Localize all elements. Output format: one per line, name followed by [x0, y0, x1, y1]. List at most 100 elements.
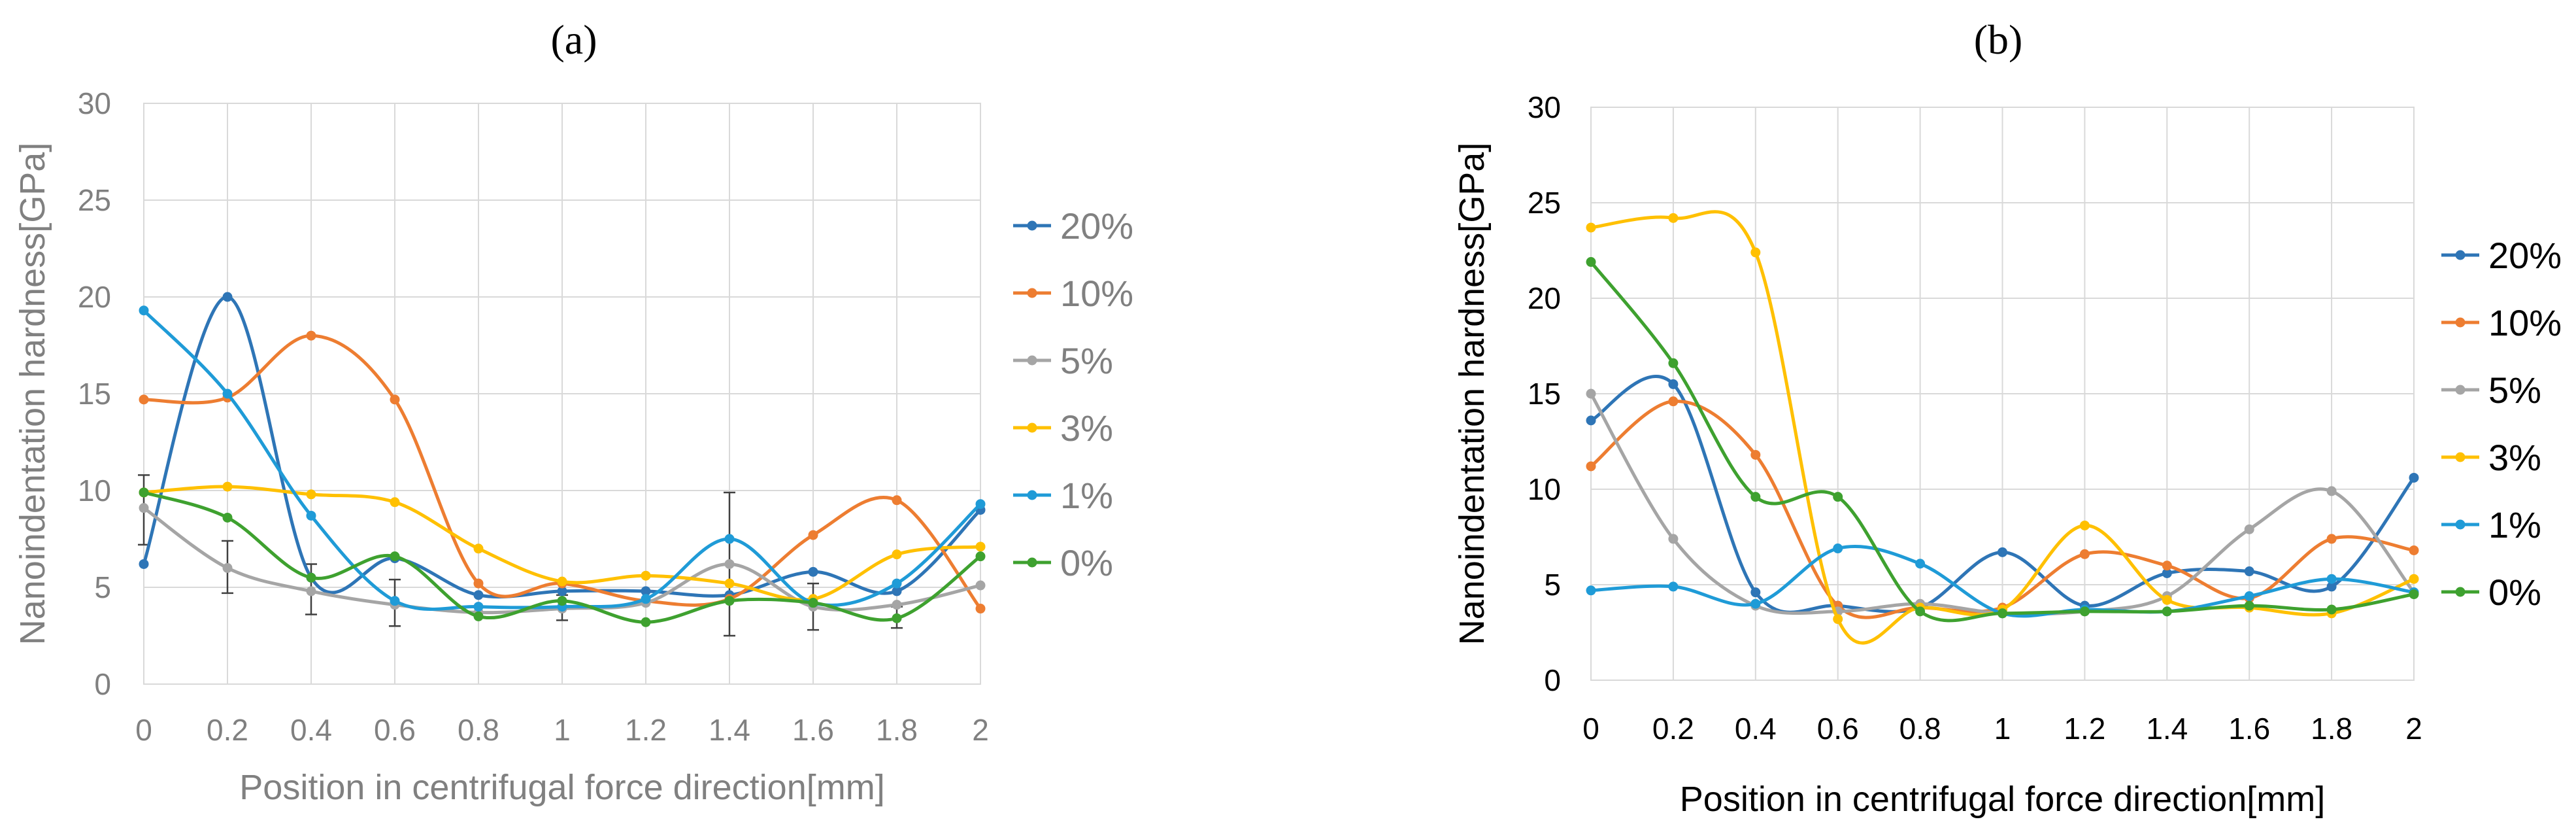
chart-a-point-5pct: [139, 503, 149, 513]
chart-a-point-1pct: [724, 534, 735, 544]
chart-b-point-20pct: [2326, 581, 2337, 592]
chart-b-point-1pct: [2244, 591, 2254, 602]
chart-b-point-1pct: [1750, 598, 1761, 609]
chart-b-point-3pct: [2409, 574, 2419, 584]
chart-a-point-0pct: [222, 512, 233, 523]
chart-a-svg: (a) 0 5 10 15 20 25 30 0 0.2 0.4 0.6 0.8 1 1.2 1.4 1.6 1…: [13, 16, 1133, 807]
chart-b-series-line-0pct: [1589, 260, 2416, 623]
chart-a-point-3pct: [390, 497, 400, 508]
chart-a-point-5pct: [222, 562, 233, 573]
chart-a-legend-item-5pct: 5%: [1013, 340, 1113, 381]
chart-a-point-10pct: [473, 578, 484, 589]
chart-a-point-3pct: [473, 543, 484, 554]
chart-a-y-tick-20: 20: [78, 280, 111, 314]
chart-a-legend-label-1pct: 1%: [1060, 475, 1113, 516]
chart-a-point-3pct: [557, 576, 567, 587]
chart-b-legend-label-5pct: 5%: [2488, 370, 2541, 411]
chart-b-point-5pct: [2326, 486, 2337, 496]
chart-b-point-20pct: [1998, 547, 2007, 557]
chart-b-point-10pct: [1750, 449, 1761, 460]
chart-b-x-axis-title: Position in centrifugal force direction[…: [1680, 780, 2325, 819]
chart-a-point-0pct: [557, 596, 567, 606]
chart-b-legend-item-20pct: 20%: [2441, 235, 2562, 276]
chart-a-y-tick-5: 5: [94, 570, 111, 604]
chart-b-point-10pct: [1668, 396, 1679, 407]
chart-b-legend-item-0pct: 0%: [2441, 572, 2541, 613]
chart-b-point-3pct: [2079, 520, 2090, 530]
chart-a-y-axis-title: Nanoindentation hardness[GPa]: [13, 143, 52, 646]
chart-a-x-tick-0.4: 0.4: [290, 713, 332, 747]
chart-b-point-0pct: [1750, 492, 1761, 502]
chart-b-point-1pct: [1833, 543, 1843, 554]
chart-b-point-20pct: [1668, 379, 1679, 389]
chart-b-y-tick-10: 10: [1528, 472, 1561, 506]
chart-a-legend-item-1pct: 1%: [1013, 475, 1113, 516]
chart-a-point-20pct: [139, 559, 149, 569]
chart-b-x-tick-0.4: 0.4: [1735, 712, 1777, 746]
chart-a-point-1pct: [222, 388, 233, 399]
chart-b-point-0pct: [1586, 257, 1596, 267]
chart-a-point-5pct: [306, 586, 316, 596]
chart-b-y-tick-25: 25: [1528, 186, 1561, 220]
chart-a-series-line-20pct: [142, 295, 982, 599]
chart-a-x-tick-1: 1: [554, 713, 571, 747]
chart-a-x-tick-1.6: 1.6: [792, 713, 834, 747]
chart-b-legend-label-10pct: 10%: [2488, 302, 2562, 343]
chart-panel-b: (b) 0 5 10 15 20 25 30 0 0.2 0.4 0.6 0.8 1 1.2 1.4 1.6 1…: [1288, 0, 2575, 828]
chart-b-point-3pct: [2162, 595, 2172, 605]
chart-a-point-20pct: [641, 586, 651, 596]
chart-b-point-0pct: [2244, 600, 2254, 611]
chart-a-point-3pct: [724, 578, 735, 589]
chart-a-point-3pct: [892, 549, 902, 560]
chart-b-point-20pct: [2162, 568, 2172, 578]
chart-b-point-0pct: [2409, 589, 2419, 600]
chart-a-legend-label-20pct: 20%: [1060, 205, 1133, 247]
chart-b-x-tick-0.6: 0.6: [1817, 712, 1859, 746]
chart-b-legend-item-1pct: 1%: [2441, 504, 2541, 545]
chart-panel-a: (a) 0 5 10 15 20 25 30 0 0.2 0.4 0.6 0.8 1 1.2 1.4 1.6 1…: [13, 16, 1133, 807]
chart-a-title: (a): [550, 16, 597, 63]
chart-a-point-0pct: [306, 572, 316, 583]
chart-a-point-10pct: [892, 495, 902, 506]
chart-b-point-0pct: [2079, 606, 2090, 617]
chart-a-x-tick-2: 2: [972, 713, 989, 747]
chart-b-point-0pct: [1998, 608, 2007, 619]
chart-b-svg: (b) 0 5 10 15 20 25 30 0 0.2 0.4 0.6 0.8 1 1.2 1.4 1.6 1…: [1452, 16, 2562, 819]
chart-b-point-1pct: [1668, 581, 1679, 592]
chart-b-legend-label-0pct: 0%: [2488, 572, 2541, 613]
chart-b-y-tick-5: 5: [1544, 568, 1561, 602]
chart-a-legend-label-10pct: 10%: [1060, 273, 1133, 314]
chart-b-point-3pct: [1750, 247, 1761, 258]
chart-a-point-1pct: [975, 499, 986, 509]
chart-b-point-1pct: [1586, 585, 1596, 596]
chart-a-y-tick-25: 25: [78, 183, 111, 217]
chart-b-legend-item-5pct: 5%: [2441, 370, 2541, 411]
chart-a-point-10pct: [139, 394, 149, 405]
chart-b-x-tick-0.2: 0.2: [1652, 712, 1694, 746]
chart-a-y-tick-10: 10: [78, 474, 111, 508]
chart-a-legend-item-10pct: 10%: [1013, 273, 1133, 314]
chart-a-point-10pct: [390, 394, 400, 405]
chart-a-x-axis-title: Position in centrifugal force direction[…: [239, 768, 884, 807]
chart-a-x-tick-0: 0: [135, 713, 152, 747]
chart-b-point-10pct: [2409, 545, 2419, 555]
chart-b-title: (b): [1974, 16, 2023, 63]
chart-b-point-0pct: [1668, 358, 1679, 368]
chart-a-x-tick-0.6: 0.6: [374, 713, 416, 747]
chart-b-point-1pct: [1915, 559, 1926, 569]
chart-a-point-20pct: [557, 586, 567, 596]
chart-a-series-line-10pct: [142, 334, 982, 611]
chart-a-point-20pct: [808, 566, 818, 577]
chart-a-point-5pct: [892, 600, 902, 610]
chart-b-point-10pct: [2326, 534, 2337, 544]
chart-a-y-tick-15: 15: [78, 377, 111, 411]
chart-b-legend-label-3pct: 3%: [2488, 437, 2541, 478]
chart-a-x-tick-1.2: 1.2: [625, 713, 667, 747]
chart-b-point-20pct: [1750, 587, 1761, 598]
chart-a-point-1pct: [473, 602, 484, 612]
chart-a-point-20pct: [473, 590, 484, 600]
chart-a-point-1pct: [892, 578, 902, 589]
chart-b-x-tick-1.6: 1.6: [2228, 712, 2270, 746]
chart-a-legend-item-0pct: 0%: [1013, 542, 1113, 583]
chart-a-point-0pct: [724, 596, 735, 606]
